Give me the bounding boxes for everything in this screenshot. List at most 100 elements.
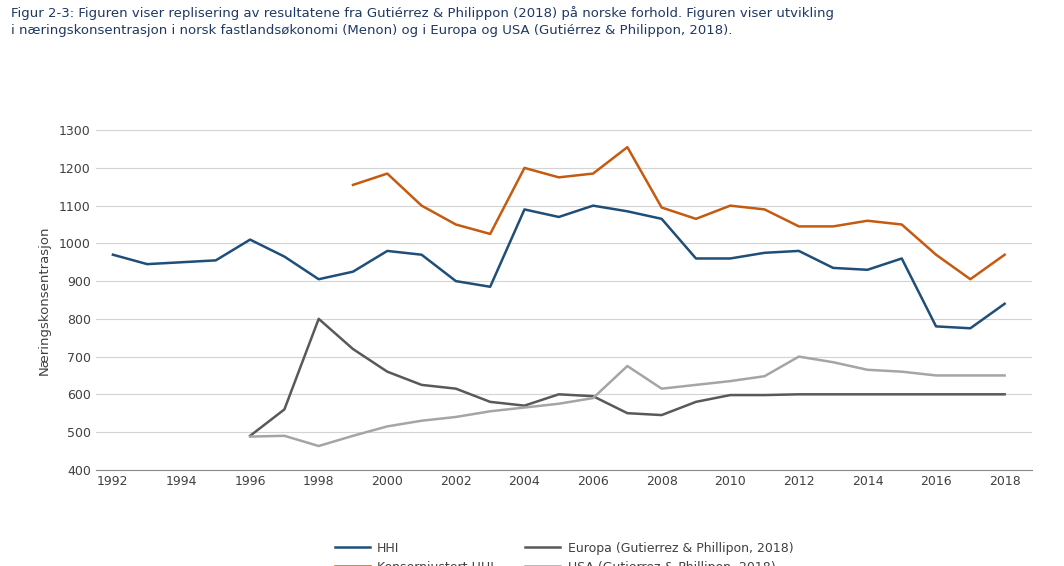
Konsernjustert HHI [896, 221, 909, 228]
USA (Gutierrez & Phillipon, 2018) [381, 423, 394, 430]
Konsernjustert HHI [449, 221, 462, 228]
Konsernjustert HHI [861, 217, 874, 224]
HHI [176, 259, 188, 265]
Europa (Gutierrez & Phillipon, 2018) [621, 410, 634, 417]
Line: HHI: HHI [113, 205, 1004, 328]
Europa (Gutierrez & Phillipon, 2018) [724, 392, 736, 398]
USA (Gutierrez & Phillipon, 2018) [689, 381, 702, 388]
Europa (Gutierrez & Phillipon, 2018) [930, 391, 943, 398]
HHI [518, 206, 531, 213]
Europa (Gutierrez & Phillipon, 2018) [861, 391, 874, 398]
USA (Gutierrez & Phillipon, 2018) [724, 378, 736, 384]
HHI [759, 250, 771, 256]
USA (Gutierrez & Phillipon, 2018) [759, 373, 771, 380]
Europa (Gutierrez & Phillipon, 2018) [244, 432, 256, 439]
Konsernjustert HHI [793, 223, 805, 230]
HHI [655, 216, 668, 222]
Konsernjustert HHI [518, 165, 531, 171]
HHI [347, 268, 360, 275]
Konsernjustert HHI [689, 216, 702, 222]
HHI [313, 276, 326, 282]
HHI [586, 202, 599, 209]
Europa (Gutierrez & Phillipon, 2018) [655, 411, 668, 418]
Legend: HHI, Konsernjustert HHI, Europa (Gutierrez & Phillipon, 2018), USA (Gutierrez & : HHI, Konsernjustert HHI, Europa (Gutierr… [330, 537, 798, 566]
Konsernjustert HHI [381, 170, 394, 177]
USA (Gutierrez & Phillipon, 2018) [621, 363, 634, 370]
Europa (Gutierrez & Phillipon, 2018) [896, 391, 909, 398]
HHI [278, 253, 290, 260]
Line: Europa (Gutierrez & Phillipon, 2018): Europa (Gutierrez & Phillipon, 2018) [250, 319, 1004, 436]
Europa (Gutierrez & Phillipon, 2018) [278, 406, 290, 413]
HHI [210, 257, 222, 264]
HHI [930, 323, 943, 330]
USA (Gutierrez & Phillipon, 2018) [930, 372, 943, 379]
Konsernjustert HHI [930, 251, 943, 258]
Europa (Gutierrez & Phillipon, 2018) [793, 391, 805, 398]
Konsernjustert HHI [415, 202, 428, 209]
HHI [106, 251, 119, 258]
USA (Gutierrez & Phillipon, 2018) [896, 368, 909, 375]
USA (Gutierrez & Phillipon, 2018) [278, 432, 290, 439]
Konsernjustert HHI [759, 206, 771, 213]
Europa (Gutierrez & Phillipon, 2018) [518, 402, 531, 409]
Konsernjustert HHI [655, 204, 668, 211]
USA (Gutierrez & Phillipon, 2018) [518, 404, 531, 411]
Konsernjustert HHI [552, 174, 565, 181]
USA (Gutierrez & Phillipon, 2018) [998, 372, 1011, 379]
Europa (Gutierrez & Phillipon, 2018) [689, 398, 702, 405]
HHI [415, 251, 428, 258]
Konsernjustert HHI [724, 202, 736, 209]
USA (Gutierrez & Phillipon, 2018) [415, 417, 428, 424]
HHI [861, 267, 874, 273]
HHI [964, 325, 977, 332]
HHI [244, 236, 256, 243]
HHI [381, 247, 394, 254]
Europa (Gutierrez & Phillipon, 2018) [484, 398, 497, 405]
HHI [827, 264, 839, 271]
Europa (Gutierrez & Phillipon, 2018) [586, 393, 599, 400]
USA (Gutierrez & Phillipon, 2018) [244, 433, 256, 440]
Europa (Gutierrez & Phillipon, 2018) [347, 346, 360, 353]
USA (Gutierrez & Phillipon, 2018) [347, 432, 360, 439]
Line: Konsernjustert HHI: Konsernjustert HHI [353, 147, 1004, 279]
Konsernjustert HHI [964, 276, 977, 282]
HHI [998, 301, 1011, 307]
Konsernjustert HHI [827, 223, 839, 230]
Konsernjustert HHI [586, 170, 599, 177]
Europa (Gutierrez & Phillipon, 2018) [552, 391, 565, 398]
Europa (Gutierrez & Phillipon, 2018) [313, 315, 326, 322]
USA (Gutierrez & Phillipon, 2018) [793, 353, 805, 360]
USA (Gutierrez & Phillipon, 2018) [586, 395, 599, 401]
USA (Gutierrez & Phillipon, 2018) [655, 385, 668, 392]
Text: Figur 2-3: Figuren viser replisering av resultatene fra Gutiérrez & Philippon (2: Figur 2-3: Figuren viser replisering av … [11, 6, 833, 37]
HHI [896, 255, 909, 262]
Konsernjustert HHI [347, 182, 360, 188]
HHI [793, 247, 805, 254]
USA (Gutierrez & Phillipon, 2018) [552, 400, 565, 407]
HHI [552, 213, 565, 220]
Europa (Gutierrez & Phillipon, 2018) [827, 391, 839, 398]
HHI [621, 208, 634, 215]
USA (Gutierrez & Phillipon, 2018) [484, 408, 497, 415]
Europa (Gutierrez & Phillipon, 2018) [964, 391, 977, 398]
Europa (Gutierrez & Phillipon, 2018) [415, 381, 428, 388]
USA (Gutierrez & Phillipon, 2018) [827, 359, 839, 366]
HHI [724, 255, 736, 262]
Konsernjustert HHI [484, 230, 497, 237]
Europa (Gutierrez & Phillipon, 2018) [759, 392, 771, 398]
Europa (Gutierrez & Phillipon, 2018) [381, 368, 394, 375]
USA (Gutierrez & Phillipon, 2018) [449, 414, 462, 421]
Y-axis label: Næringskonsentrasjon: Næringskonsentrasjon [37, 225, 51, 375]
Europa (Gutierrez & Phillipon, 2018) [449, 385, 462, 392]
Konsernjustert HHI [621, 144, 634, 151]
HHI [140, 261, 153, 268]
HHI [689, 255, 702, 262]
HHI [484, 284, 497, 290]
USA (Gutierrez & Phillipon, 2018) [861, 366, 874, 373]
Line: USA (Gutierrez & Phillipon, 2018): USA (Gutierrez & Phillipon, 2018) [250, 357, 1004, 446]
Europa (Gutierrez & Phillipon, 2018) [998, 391, 1011, 398]
USA (Gutierrez & Phillipon, 2018) [964, 372, 977, 379]
USA (Gutierrez & Phillipon, 2018) [313, 443, 326, 449]
HHI [449, 278, 462, 285]
Konsernjustert HHI [998, 251, 1011, 258]
